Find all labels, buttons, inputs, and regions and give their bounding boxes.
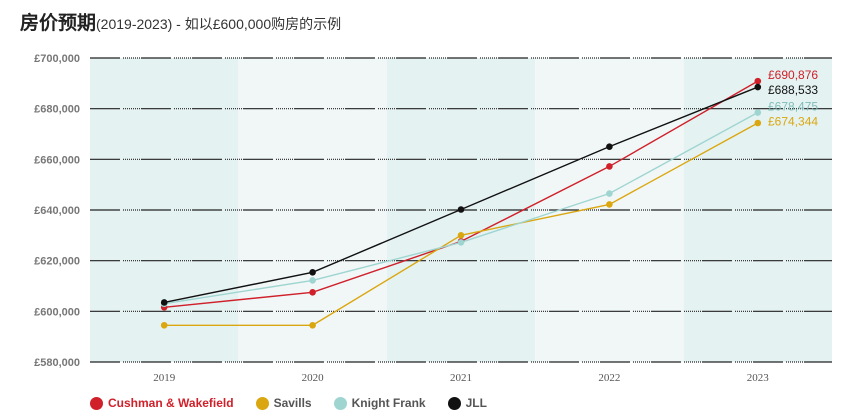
y-tick-label: £600,000 (34, 306, 80, 318)
legend-marker-icon (447, 396, 461, 410)
end-value-label: £690,876 (768, 68, 818, 82)
legend-label: JLL (465, 396, 487, 410)
legend-marker-icon (255, 396, 269, 410)
x-tick-label: 2021 (450, 372, 472, 384)
legend-item[interactable]: Savills (255, 396, 312, 410)
data-point (754, 119, 762, 127)
chart-title: 房价预期(2019-2023) - 如以£600,000购房的示例 (20, 8, 341, 35)
x-tick-label: 2020 (302, 372, 325, 384)
data-point (457, 232, 465, 239)
data-point (754, 77, 762, 85)
x-tick-label: 2023 (747, 372, 770, 384)
data-point (606, 201, 613, 208)
legend-item[interactable]: Knight Frank (333, 396, 426, 410)
x-tick-label: 2019 (153, 372, 176, 384)
legend-item[interactable]: JLL (447, 396, 487, 410)
y-tick-label: £680,000 (34, 104, 80, 116)
y-tick-label: £640,000 (34, 205, 80, 217)
title-main: 房价预期 (20, 13, 97, 34)
data-point (754, 109, 762, 116)
data-point (457, 239, 465, 246)
data-point (606, 190, 613, 197)
legend-item[interactable]: Cushman & Wakefield (90, 396, 234, 410)
y-tick-label: £620,000 (34, 256, 80, 268)
title-subtitle: (2019-2023) - 如以£600,000购房的示例 (96, 16, 342, 32)
end-value-label: £678,475 (768, 100, 818, 114)
data-point (160, 299, 168, 306)
data-point (160, 321, 168, 329)
legend-marker-icon (333, 396, 347, 410)
data-point (309, 269, 316, 276)
y-tick-label: £580,000 (34, 357, 80, 369)
legend-label: Knight Frank (351, 396, 426, 410)
data-point (754, 83, 762, 91)
y-tick-label: £660,000 (34, 154, 80, 166)
data-point (309, 289, 316, 296)
legend-label: Cushman & Wakefield (108, 396, 234, 410)
end-value-label: £688,533 (768, 83, 818, 97)
data-point (457, 206, 465, 213)
legend: Cushman & Wakefield Savills Knight Frank JL… (90, 396, 487, 410)
y-tick-label: £700,000 (34, 53, 80, 65)
x-tick-label: 2022 (598, 372, 620, 384)
legend-label: Savills (273, 396, 312, 410)
data-point (606, 143, 613, 150)
data-point (309, 321, 316, 329)
data-point (606, 163, 613, 170)
end-value-label: £674,344 (768, 115, 818, 129)
data-point (309, 277, 316, 284)
legend-marker-icon (90, 396, 103, 410)
